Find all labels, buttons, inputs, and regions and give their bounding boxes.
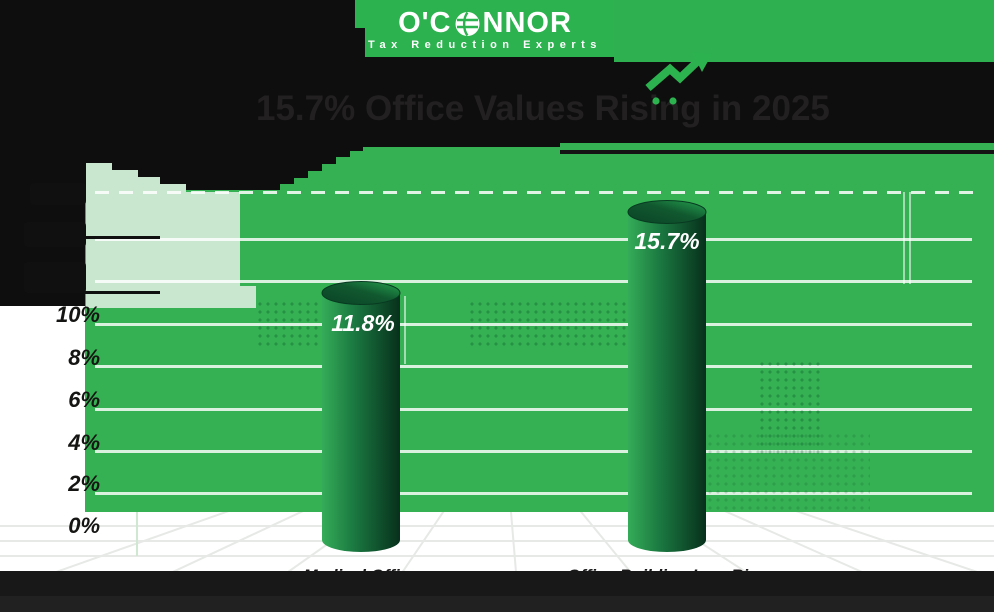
gridline-8 [95,365,972,368]
dot-texture [758,360,820,458]
pale-green-wall [86,163,256,308]
obscured-ytick-16 [30,183,86,205]
obscured-tick-tail [84,291,160,294]
ytick-label-0: 0% [68,513,100,538]
banner-notch [350,28,365,58]
gridline-4 [95,450,972,453]
field-top-dark-line [560,150,994,154]
brand-tagline: Tax Reduction Experts [368,39,602,51]
logo-text-left: O'C [398,6,452,39]
top-right-green-block [614,0,994,62]
obscured-tick-tail [84,236,160,239]
vertical-gridline [903,192,905,284]
ytick-label-10: 10% [55,302,100,327]
field-shape [85,143,994,512]
ytick-label-8: 8% [68,345,100,370]
globe-icon [455,11,479,36]
bottom-black-band-strip [0,596,994,612]
gridline-6 [95,408,972,411]
page-title: 15.7% Office Values Rising in 2025 [256,89,830,128]
brand-banner [355,0,615,57]
dot-texture [468,300,646,346]
left-black-column [0,0,86,306]
bar-office-building-low-rise [627,200,707,552]
axis-tick [136,512,138,556]
vertical-gridline [909,192,911,284]
gridline-10 [95,323,972,326]
obscured-ytick-12 [24,262,86,293]
vertical-gridline [404,296,406,364]
ytick-label-2: 2% [68,471,100,496]
obscured-ytick-14 [24,222,86,247]
value-label-office-building: 15.7% [634,228,700,254]
gridline-16 [95,191,975,194]
logo-text-right: NNOR [482,6,572,39]
ytick-label-6: 6% [68,387,100,412]
gridline-14 [95,238,972,241]
growth-arrow-icon [645,52,712,105]
gridline-2 [95,492,972,495]
gridline-12 [95,280,972,283]
bar-medical-office [321,281,401,552]
ytick-label-4: 4% [68,430,100,455]
value-label-medical-office: 11.8% [331,310,395,336]
dot-texture [706,432,870,510]
brand-logo: O'C NNOR [355,6,615,40]
